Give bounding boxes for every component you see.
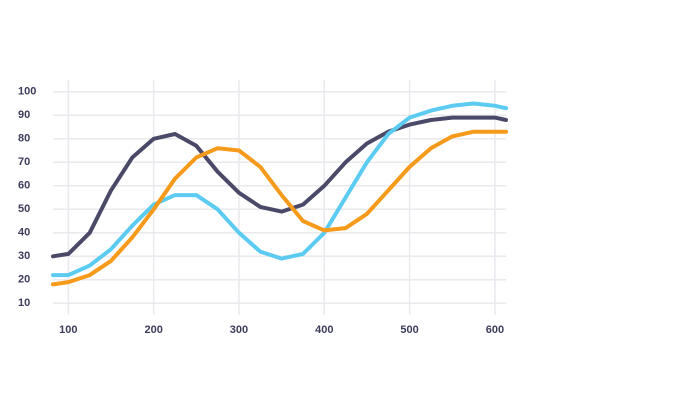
y-tick-label: 20 <box>18 274 30 286</box>
line <box>51 115 508 259</box>
y-tick-label: 50 <box>18 203 30 215</box>
y-tick-label: 100 <box>18 86 36 98</box>
x-tick-label: 300 <box>230 324 248 336</box>
x-tick-label: 600 <box>486 324 504 336</box>
y-tick-label: 30 <box>18 250 30 262</box>
y-tick-label: 60 <box>18 180 30 192</box>
y-tick-label: 10 <box>18 297 30 309</box>
x-tick-label: 200 <box>144 324 162 336</box>
y-tick-label: 80 <box>18 133 30 145</box>
x-tick-label: 500 <box>400 324 418 336</box>
x-tick-label: 100 <box>59 324 77 336</box>
y-tick-label: 70 <box>18 156 30 168</box>
x-tick-label: 400 <box>315 324 333 336</box>
line <box>51 129 508 287</box>
y-tick-label: 90 <box>18 109 30 121</box>
y-tick-label: 40 <box>18 227 30 239</box>
line <box>51 101 508 278</box>
